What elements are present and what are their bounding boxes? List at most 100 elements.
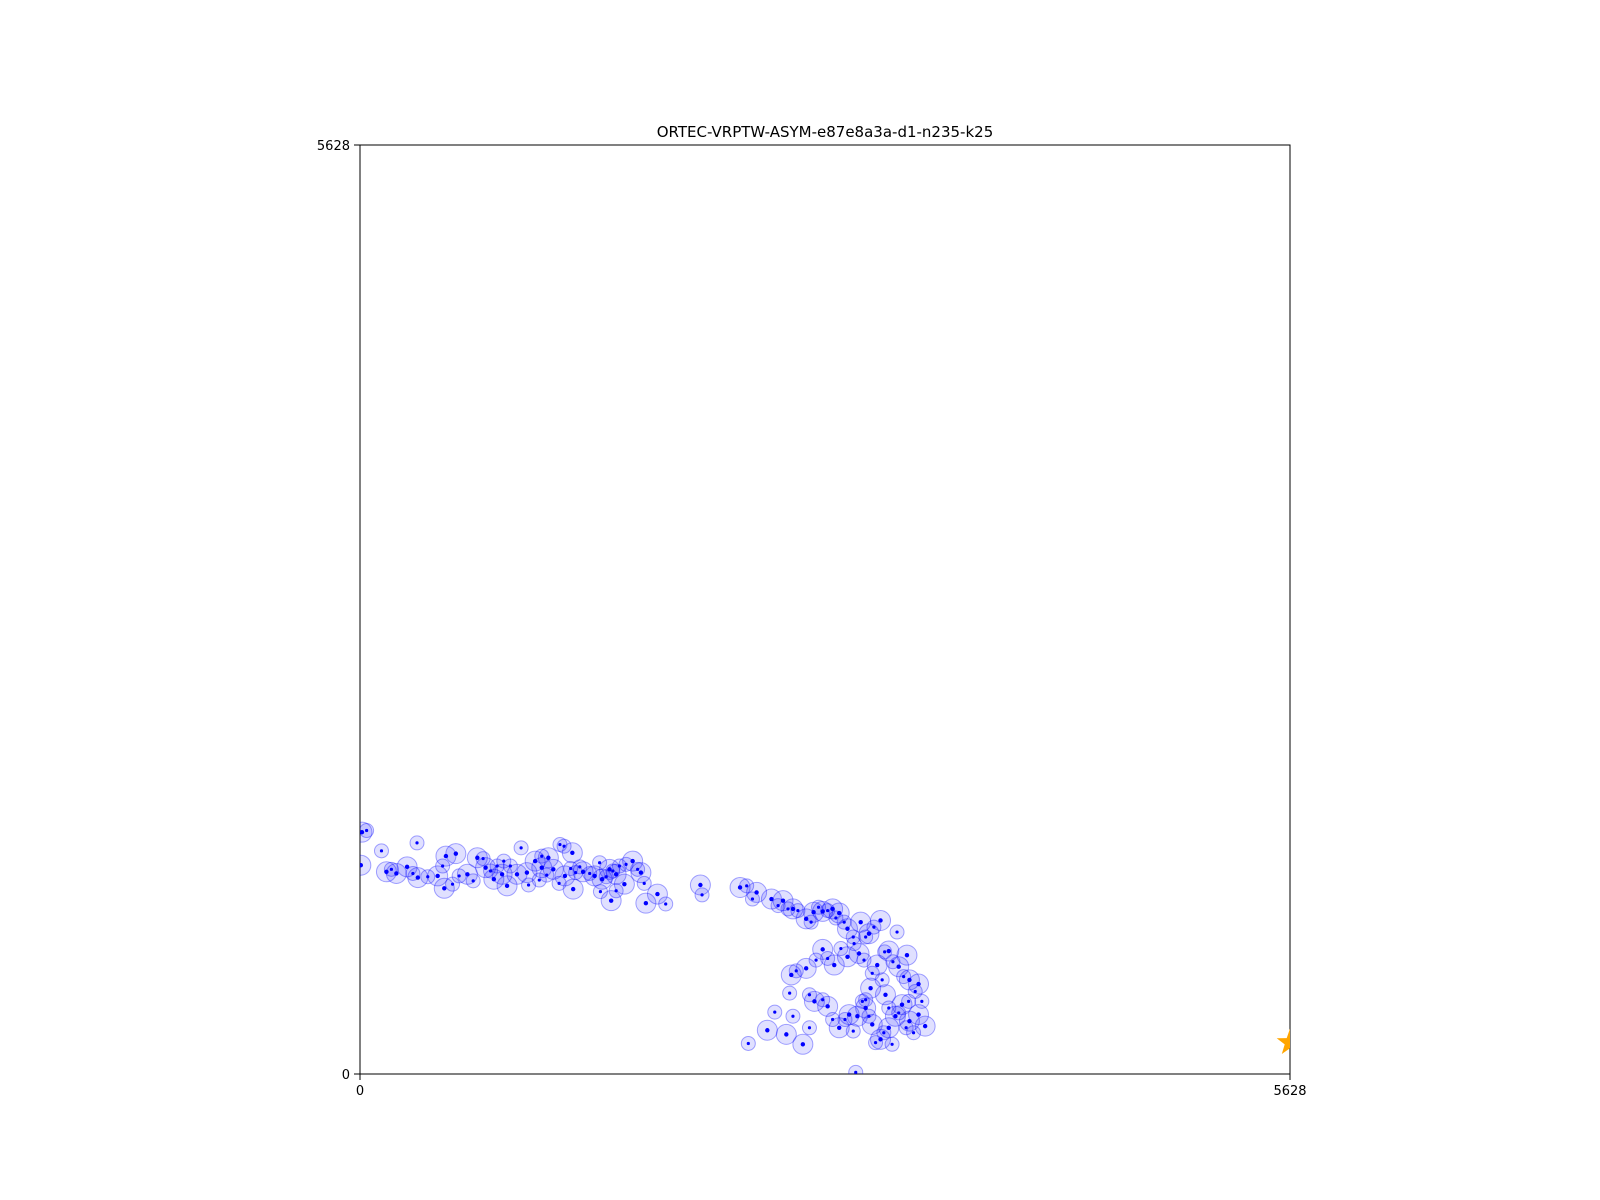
client-point bbox=[862, 958, 866, 962]
client-point bbox=[700, 893, 704, 897]
client-point bbox=[904, 952, 910, 958]
client-point bbox=[882, 1031, 886, 1035]
client-point bbox=[514, 872, 520, 877]
depot-star-icon bbox=[1276, 1028, 1290, 1054]
client-point bbox=[907, 977, 912, 983]
client-point bbox=[866, 931, 872, 936]
client-point bbox=[570, 850, 575, 856]
client-point bbox=[784, 1032, 789, 1037]
client-point bbox=[913, 989, 917, 994]
client-point bbox=[916, 1012, 921, 1017]
client-point bbox=[540, 854, 544, 858]
client-point bbox=[875, 962, 880, 968]
client-point bbox=[839, 946, 843, 951]
client-point bbox=[845, 926, 850, 931]
client-point bbox=[891, 960, 895, 964]
client-point bbox=[475, 855, 480, 860]
client-point bbox=[872, 925, 876, 929]
client-point bbox=[821, 998, 825, 1002]
client-point bbox=[379, 849, 384, 853]
client-point bbox=[360, 862, 364, 868]
client-point bbox=[524, 870, 530, 875]
client-point bbox=[907, 1018, 912, 1024]
x-tick-label-max: 5628 bbox=[1273, 1084, 1306, 1099]
client-point bbox=[826, 956, 830, 961]
client-point bbox=[526, 883, 531, 887]
client-point bbox=[545, 873, 549, 877]
client-point bbox=[863, 1005, 868, 1011]
client-point bbox=[578, 865, 582, 869]
client-point bbox=[562, 873, 568, 879]
y-tick-label-min: 0 bbox=[342, 1068, 350, 1083]
client-point bbox=[837, 910, 842, 916]
client-point bbox=[786, 907, 790, 911]
client-point bbox=[803, 916, 809, 922]
client-point bbox=[441, 864, 445, 868]
client-point bbox=[880, 978, 884, 982]
client-point bbox=[851, 935, 855, 939]
client-point bbox=[904, 1026, 908, 1030]
client-point bbox=[532, 858, 538, 864]
client-point bbox=[846, 1012, 852, 1017]
chart-title: ORTEC-VRPTW-ASYM-e87e8a3a-d1-n235-k25 bbox=[657, 123, 994, 141]
client-point bbox=[899, 1002, 905, 1007]
client-point bbox=[604, 875, 608, 879]
client-point bbox=[411, 871, 415, 876]
client-point bbox=[624, 862, 628, 866]
client-point bbox=[622, 881, 627, 887]
client-point bbox=[897, 1011, 901, 1015]
client-point bbox=[642, 881, 646, 885]
client-point bbox=[746, 1041, 750, 1046]
client-point bbox=[814, 958, 818, 962]
client-point bbox=[837, 1025, 842, 1030]
client-point bbox=[832, 962, 837, 968]
client-point bbox=[508, 864, 512, 868]
client-point bbox=[789, 972, 794, 978]
client-point bbox=[807, 993, 812, 997]
client-point bbox=[791, 1014, 795, 1018]
client-point bbox=[613, 872, 619, 877]
client-point bbox=[820, 947, 825, 952]
client-point bbox=[457, 874, 461, 878]
client-point bbox=[754, 890, 759, 895]
client-point bbox=[495, 864, 499, 868]
client-point bbox=[834, 916, 838, 920]
client-point bbox=[443, 853, 449, 859]
client-point bbox=[867, 1014, 871, 1018]
client-point bbox=[893, 1014, 898, 1019]
client-point bbox=[580, 869, 586, 874]
client-point bbox=[643, 900, 649, 906]
client-point bbox=[558, 842, 562, 847]
client-point bbox=[825, 1004, 830, 1009]
client-point bbox=[360, 829, 365, 835]
client-point bbox=[389, 867, 393, 871]
client-point bbox=[611, 869, 615, 873]
client-point bbox=[465, 872, 470, 877]
client-point bbox=[887, 1006, 891, 1010]
client-point bbox=[636, 867, 640, 871]
plot-frame bbox=[359, 144, 1291, 1075]
client-point bbox=[519, 846, 523, 850]
client-point bbox=[569, 866, 573, 871]
client-point bbox=[442, 886, 447, 891]
client-point bbox=[886, 948, 891, 954]
client-point bbox=[922, 1023, 928, 1029]
client-point bbox=[780, 898, 786, 903]
client-point bbox=[803, 966, 809, 971]
client-point bbox=[831, 1017, 835, 1022]
client-point bbox=[788, 991, 792, 995]
client-point bbox=[570, 886, 576, 892]
client-point bbox=[794, 969, 798, 973]
client-point bbox=[800, 1042, 806, 1047]
client-point bbox=[502, 859, 506, 863]
client-point bbox=[426, 875, 430, 879]
client-point bbox=[614, 889, 618, 893]
client-point bbox=[588, 871, 592, 876]
client-point bbox=[883, 950, 887, 954]
client-point bbox=[896, 964, 901, 969]
client-point bbox=[856, 951, 862, 956]
client-point bbox=[870, 1022, 875, 1027]
client-point bbox=[852, 941, 856, 946]
client-point bbox=[450, 882, 455, 886]
